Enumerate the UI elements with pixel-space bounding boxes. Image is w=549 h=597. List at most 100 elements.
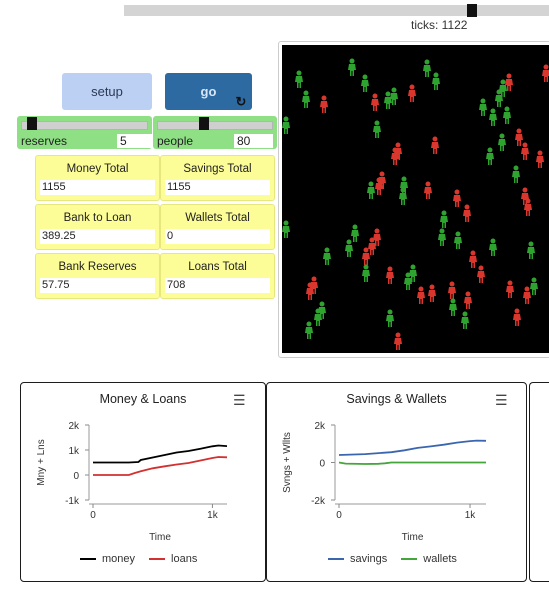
series-line-loans — [93, 456, 228, 476]
wallets-total-monitor: Wallets Total 0 — [160, 204, 275, 250]
person-icon-green — [489, 108, 497, 126]
person-icon-red — [428, 284, 436, 302]
x-axis-label: Time — [402, 532, 424, 543]
person-icon-green — [323, 247, 331, 265]
person-icon-green — [351, 224, 359, 242]
series-line-wallets — [338, 461, 486, 465]
person-icon-red — [371, 93, 379, 111]
money-total-monitor: Money Total 1155 — [35, 155, 160, 201]
people-slider-track[interactable] — [157, 121, 273, 130]
x-axis-label: Time — [149, 532, 171, 543]
person-icon-green — [503, 106, 511, 124]
person-icon-green — [438, 228, 446, 246]
y-tick-label: -2k — [311, 496, 326, 507]
person-icon-red — [386, 266, 394, 284]
monitor-value: 708 — [165, 278, 270, 293]
series-line-money — [93, 444, 228, 464]
person-icon-green — [373, 120, 381, 138]
x-tick-label: 1k — [207, 510, 219, 521]
person-icon-green — [386, 309, 394, 327]
person-icon-green — [399, 187, 407, 205]
person-icon-red — [394, 142, 402, 160]
savings-total-monitor: Savings Total 1155 — [160, 155, 275, 201]
person-icon-green — [314, 308, 322, 326]
x-tick-label: 1k — [465, 510, 477, 521]
legend-wallets: wallets — [423, 553, 457, 565]
loans-total-monitor: Loans Total 708 — [160, 253, 275, 299]
money-loans-plot-area: 2k 1k 0 -1k 0 1k Time Mny + Lns — [36, 421, 228, 543]
person-icon-red — [362, 247, 370, 265]
legend-swatch-loans — [149, 558, 166, 560]
person-icon-green — [512, 165, 520, 183]
y-axis-label: Mny + Lns — [36, 439, 47, 485]
monitor-value: 1155 — [40, 180, 155, 195]
monitor-value: 389.25 — [40, 229, 155, 244]
ticks-counter: ticks: 1122 — [411, 18, 468, 32]
reserves-slider[interactable]: reserves 5 — [17, 116, 156, 149]
person-icon-green — [302, 90, 310, 108]
reserves-slider-value[interactable]: 5 — [117, 134, 156, 148]
person-icon-red — [431, 136, 439, 154]
person-icon-green — [282, 116, 290, 134]
monitor-value: 0 — [165, 229, 270, 244]
monitor-label: Loans Total — [188, 261, 247, 273]
x-tick-label: 0 — [336, 510, 342, 521]
person-icon-green — [361, 74, 369, 92]
bank-reserves-monitor: Bank Reserves 57.75 — [35, 253, 160, 299]
person-icon-green — [282, 220, 290, 238]
person-icon-green — [348, 58, 356, 76]
people-slider[interactable]: people 80 — [153, 116, 277, 149]
person-icon-red — [515, 128, 523, 146]
person-icon-green — [461, 311, 469, 329]
person-icon-green — [530, 277, 538, 295]
person-icon-green — [449, 298, 457, 316]
setup-button[interactable]: setup — [62, 73, 152, 110]
person-icon-green — [498, 133, 506, 151]
speed-slider-track[interactable] — [124, 5, 549, 16]
legend-loans: loans — [171, 553, 198, 565]
monitor-value: 57.75 — [40, 278, 155, 293]
person-icon-red — [536, 150, 544, 168]
person-icon-red — [417, 286, 425, 304]
people-slider-thumb[interactable] — [199, 117, 209, 130]
person-icon-green — [423, 59, 431, 77]
hamburger-menu-icon[interactable]: ☰ — [233, 392, 246, 408]
world-view[interactable] — [282, 45, 549, 353]
person-icon-green — [432, 72, 440, 90]
people-slider-label: people — [157, 134, 194, 148]
plot2-legend: savings wallets — [328, 553, 457, 565]
person-icon-green — [486, 147, 494, 165]
x-tick-label: 0 — [90, 510, 96, 521]
reserves-slider-label: reserves — [21, 134, 68, 148]
person-icon-green — [489, 238, 497, 256]
person-icon-green — [384, 91, 392, 109]
y-tick-label: 1k — [68, 446, 80, 457]
person-icon-green — [499, 79, 507, 97]
person-icon-green — [305, 321, 313, 339]
person-icon-red — [523, 286, 531, 304]
person-icon-red — [505, 73, 513, 91]
y-tick-label: 0 — [319, 459, 325, 470]
person-icon-red — [408, 84, 416, 102]
reserves-slider-thumb[interactable] — [27, 117, 37, 130]
person-icon-red — [513, 308, 521, 326]
person-icon-red — [469, 250, 477, 268]
savings-wallets-plot: Savings & Wallets ☰ — [266, 382, 527, 582]
person-icon-red — [521, 142, 529, 160]
person-icon-red — [453, 189, 461, 207]
monitor-label: Wallets Total — [185, 212, 250, 224]
y-tick-label: 2k — [68, 421, 80, 432]
legend-savings: savings — [350, 553, 388, 565]
go-button[interactable]: go ↻ — [165, 73, 252, 110]
person-icon-green — [367, 181, 375, 199]
people-slider-value[interactable]: 80 — [234, 134, 273, 148]
person-icon-red — [463, 204, 471, 222]
legend-swatch-savings — [328, 558, 344, 560]
hamburger-menu-icon[interactable]: ☰ — [495, 392, 508, 408]
reload-icon: ↻ — [235, 94, 247, 109]
speed-slider-thumb[interactable] — [467, 4, 477, 17]
bank-to-loan-monitor: Bank to Loan 389.25 — [35, 204, 160, 250]
go-button-label: go — [200, 84, 217, 99]
reserves-slider-track[interactable] — [21, 121, 148, 130]
person-icon-red — [394, 332, 402, 350]
